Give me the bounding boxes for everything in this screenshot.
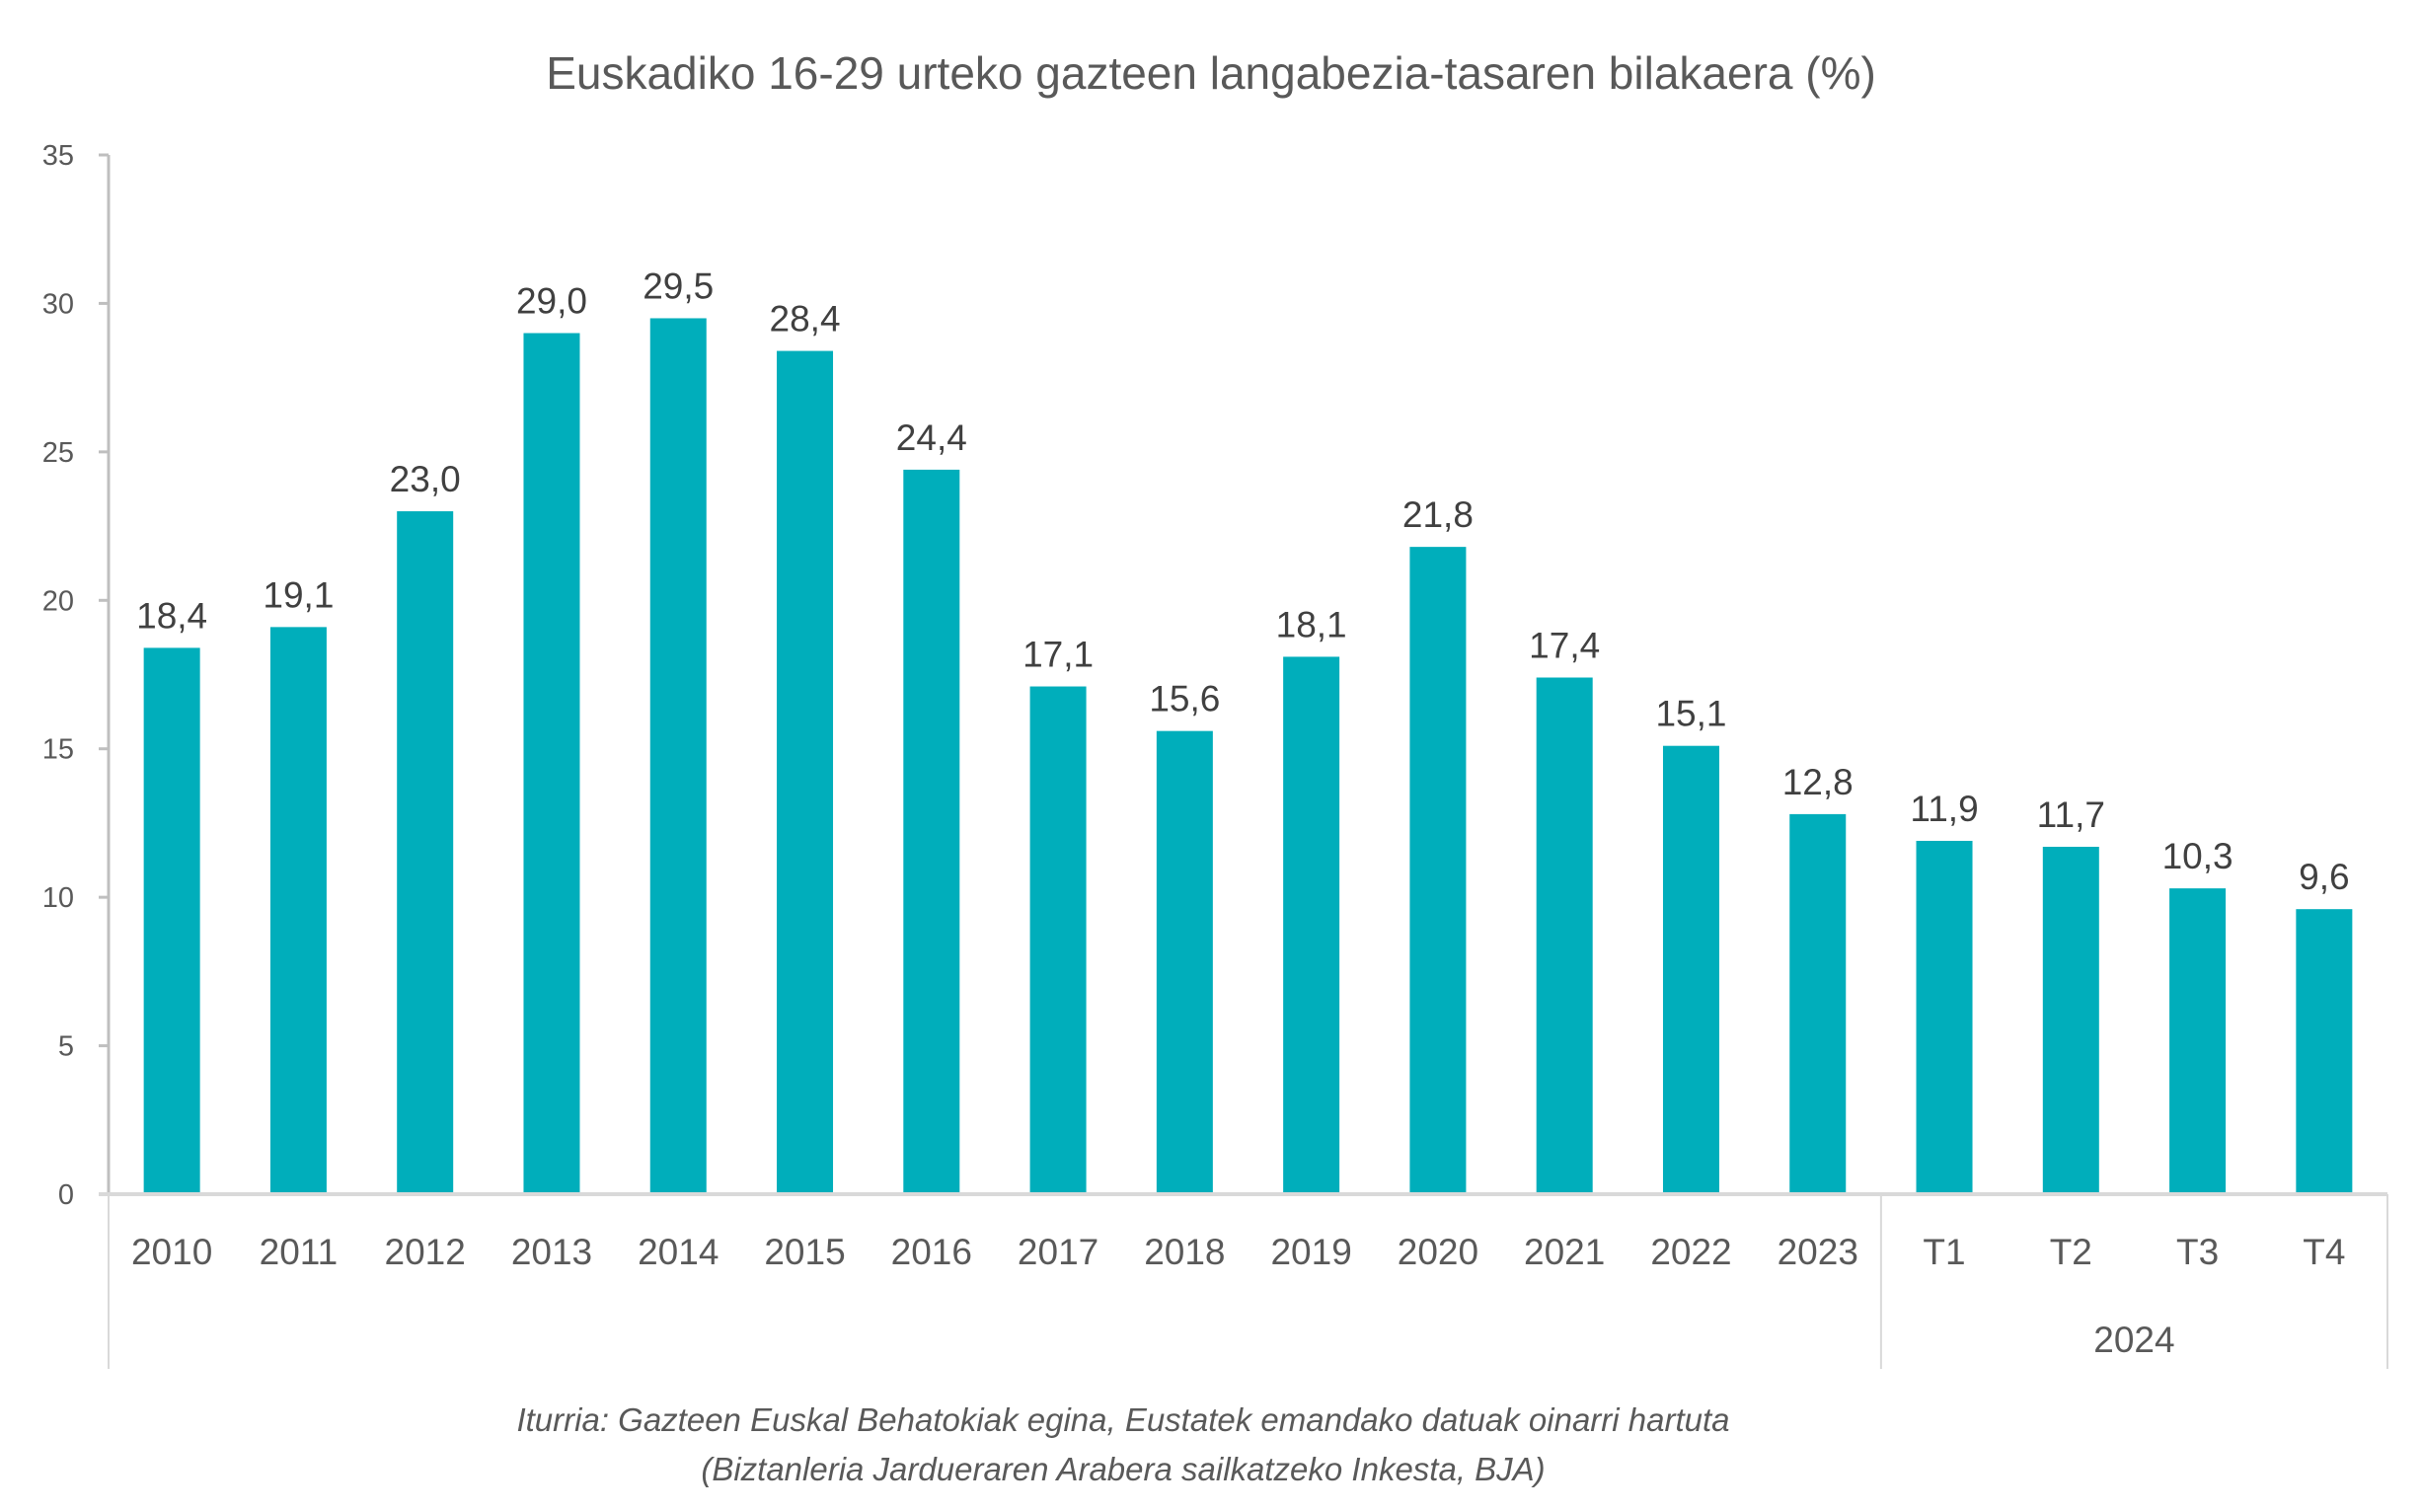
x-tick-label: 2013 <box>511 1232 592 1272</box>
data-label: 10,3 <box>2162 836 2233 876</box>
data-label: 9,6 <box>2299 857 2349 897</box>
data-label: 29,5 <box>643 265 714 306</box>
x-tick-label: 2012 <box>385 1232 466 1272</box>
data-label: 15,1 <box>1655 694 1726 734</box>
x-tick-label: 2019 <box>1270 1232 1351 1272</box>
bar <box>1536 677 1593 1194</box>
bars: 18,4 19,1 23,0 29,0 29,5 28,4 24,4 17,1 15,6 18,1… <box>136 265 2353 1195</box>
data-label: 12,8 <box>1782 762 1854 802</box>
bar <box>1283 656 1340 1194</box>
group-label: 2024 <box>2093 1320 2174 1360</box>
bar <box>143 647 200 1194</box>
data-label: 11,9 <box>1910 789 1978 829</box>
bar <box>1789 813 1847 1194</box>
data-label: 17,1 <box>1022 635 1094 675</box>
bar <box>2296 909 2353 1194</box>
x-tick-label: 2018 <box>1144 1232 1225 1272</box>
x-tick-label: 2020 <box>1398 1232 1478 1272</box>
bar <box>397 511 454 1194</box>
x-tick-label: 2015 <box>764 1232 845 1272</box>
data-label: 21,8 <box>1402 494 1474 535</box>
x-tick-label: 2021 <box>1524 1232 1605 1272</box>
data-label: 11,7 <box>2037 794 2105 835</box>
bar <box>1029 686 1087 1194</box>
data-label: 17,4 <box>1529 626 1600 666</box>
source-line-2: (Biztanleria Jardueraren Arabera sailkat… <box>701 1451 1545 1487</box>
bar <box>777 350 834 1195</box>
data-label: 29,0 <box>516 281 587 322</box>
y-tick-label: 10 <box>42 882 74 914</box>
y-tick-label: 25 <box>42 437 74 469</box>
y-tick-label: 30 <box>42 288 74 320</box>
bar <box>1662 745 1719 1194</box>
bar <box>269 627 327 1194</box>
y-tick-label: 15 <box>42 734 74 766</box>
x-axis: 2010 2011 2012 2013 2014 2015 2016 2017 2018 2019… <box>99 1192 2388 1369</box>
bar <box>649 318 707 1194</box>
data-label: 15,6 <box>1149 679 1220 719</box>
y-tick-label: 0 <box>58 1179 74 1211</box>
bar <box>1156 730 1213 1194</box>
y-tick-label: 5 <box>58 1031 74 1063</box>
source-line-1: Iturria: Gazteen Euskal Behatokiak egina… <box>516 1401 1729 1438</box>
x-tick-label: 2010 <box>131 1232 212 1272</box>
x-tick-label: T4 <box>2303 1232 2345 1272</box>
y-axis: 0 5 10 15 20 25 30 35 <box>42 140 111 1211</box>
y-tick-label: 20 <box>42 585 74 617</box>
bar <box>2042 846 2099 1194</box>
data-label: 18,1 <box>1276 604 1347 644</box>
chart-title: Euskadiko 16-29 urteko gazteen langabezi… <box>546 47 1876 99</box>
x-tick-label: T3 <box>2176 1232 2219 1272</box>
bar <box>1409 547 1467 1194</box>
y-tick-label: 35 <box>42 140 74 172</box>
data-label: 24,4 <box>896 417 967 458</box>
x-tick-label: 2017 <box>1018 1232 1098 1272</box>
x-tick-label: T1 <box>1923 1232 1965 1272</box>
x-tick-label: 2023 <box>1778 1232 1858 1272</box>
data-label: 28,4 <box>770 299 841 340</box>
x-tick-label: T2 <box>2050 1232 2092 1272</box>
x-tick-label: 2022 <box>1650 1232 1731 1272</box>
bar <box>523 333 580 1194</box>
x-tick-label: 2016 <box>891 1232 972 1272</box>
data-label: 18,4 <box>136 595 207 636</box>
x-tick-label: 2014 <box>638 1232 719 1272</box>
bar <box>2169 888 2227 1194</box>
data-label: 19,1 <box>263 574 334 615</box>
bar <box>1916 840 1973 1194</box>
data-label: 23,0 <box>390 459 461 499</box>
bar <box>903 469 960 1194</box>
x-tick-label: 2011 <box>260 1232 339 1272</box>
